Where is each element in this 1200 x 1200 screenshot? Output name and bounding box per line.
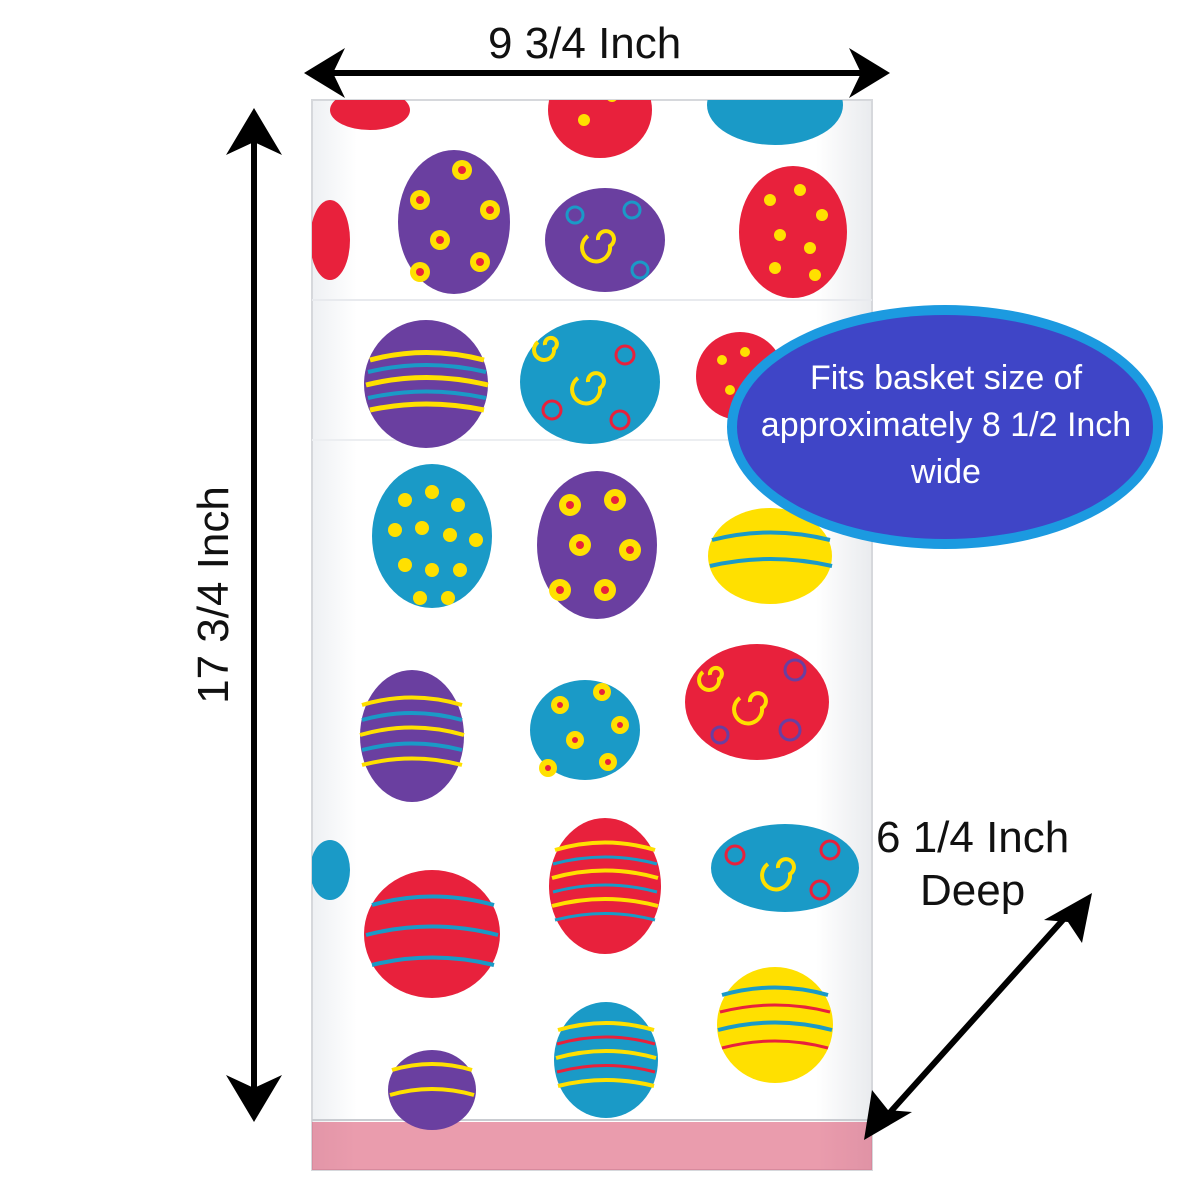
- width-label: 9 3/4 Inch: [488, 19, 682, 68]
- callout-bubble: [727, 305, 1163, 549]
- callout-text: Fits basket size of approximately 8 1/2 …: [760, 359, 1132, 491]
- height-label: 17 3/4 Inch: [189, 486, 238, 704]
- depth-label-line1: 6 1/4 Inch: [876, 813, 1070, 862]
- depth-label-line2: Deep: [920, 865, 1026, 915]
- width-arrow: [304, 48, 890, 98]
- egg-pattern: [312, 100, 859, 1130]
- depth-arrow: [864, 893, 1092, 1140]
- height-arrow: [226, 108, 282, 1122]
- double-arrow-icon: [304, 48, 345, 98]
- depth-label: 6 1/4 Inch Deep: [876, 812, 1069, 918]
